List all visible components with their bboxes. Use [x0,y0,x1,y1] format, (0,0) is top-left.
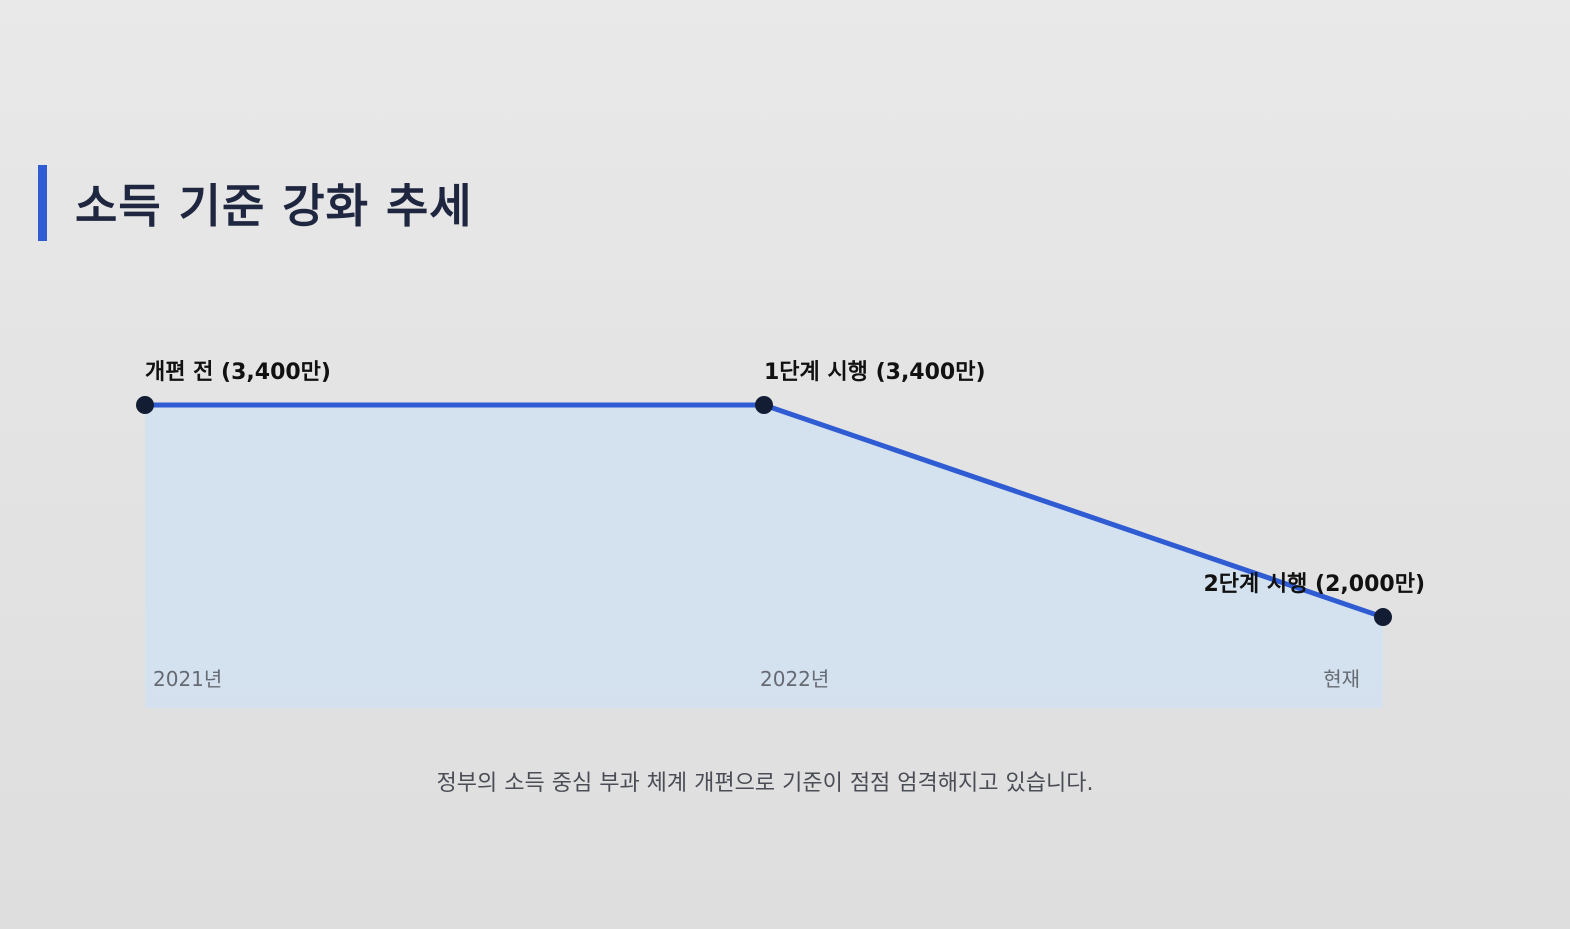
x-tick-label-1: 2021년 [153,667,222,691]
title-accent-bar [38,165,47,241]
x-tick-label-2: 2022년 [760,667,829,691]
x-tick-label-3: 현재 [1323,667,1360,691]
area-fill [145,405,1383,708]
title-block: 소득 기준 강화 추세 [38,165,473,241]
page-title: 소득 기준 강화 추세 [75,179,473,233]
chart-caption: 정부의 소득 중심 부과 체계 개편으로 기준이 점점 엄격해지고 있습니다. [436,771,1094,796]
point-label-3: 2단계 시행 (2,000만) [1203,572,1425,597]
data-point-3 [1374,608,1392,627]
data-point-2 [755,396,773,414]
data-point-1 [136,396,154,414]
point-label-1: 개편 전 (3,400만) [145,360,331,385]
point-label-2: 1단계 시행 (3,400만) [764,360,986,385]
